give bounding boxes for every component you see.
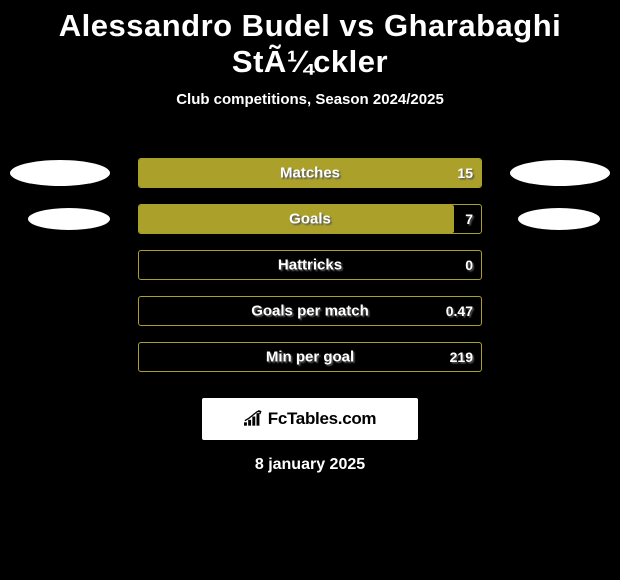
page-title: Alessandro Budel vs Gharabaghi StÃ¼ckler [0,4,620,85]
bar-container: Goals 7 [138,204,482,234]
player2-marker-icon [510,160,610,186]
stat-row-min-per-goal: Min per goal 219 [16,334,604,380]
bar-value: 219 [450,349,473,365]
player2-marker-icon [518,208,600,230]
logo-text: FcTables.com [268,409,377,429]
player1-marker-icon [10,160,110,186]
source-logo: FcTables.com [202,398,418,440]
bar-container: Min per goal 219 [138,342,482,372]
subtitle: Club competitions, Season 2024/2025 [0,91,620,108]
bar-label: Hattricks [139,257,481,274]
bar-fill [139,159,481,187]
bar-value: 0 [465,257,473,273]
stat-row-matches: Matches 15 [16,150,604,196]
stat-row-goals: Goals 7 [16,196,604,242]
stat-row-goals-per-match: Goals per match 0.47 [16,288,604,334]
bar-container: Goals per match 0.47 [138,296,482,326]
bar-value: 7 [465,211,473,227]
bar-container: Hattricks 0 [138,250,482,280]
stat-row-hattricks: Hattricks 0 [16,242,604,288]
player1-marker-icon [28,208,110,230]
bar-value: 0.47 [446,303,473,319]
date-text: 8 january 2025 [0,456,620,474]
bar-label: Goals per match [139,303,481,320]
bar-container: Matches 15 [138,158,482,188]
stats-chart: Matches 15 Goals 7 Hattricks 0 [0,150,620,380]
comparison-infographic: Alessandro Budel vs Gharabaghi StÃ¼ckler… [0,0,620,474]
bar-fill [139,205,454,233]
bar-chart-icon [244,410,264,428]
bar-label: Min per goal [139,349,481,366]
